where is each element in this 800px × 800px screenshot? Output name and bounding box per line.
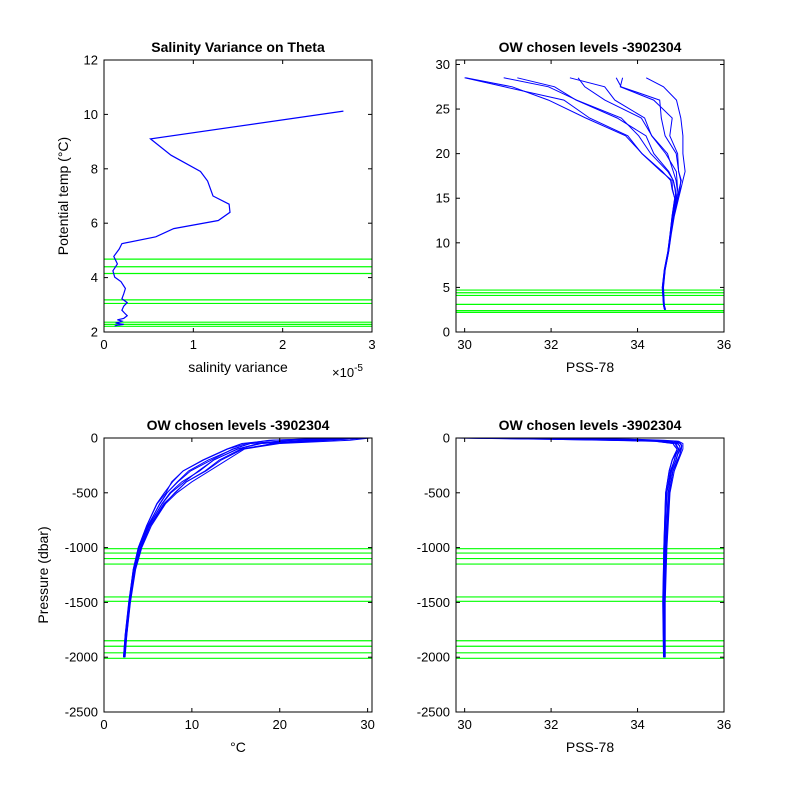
x-tick-label: 30 — [360, 717, 374, 732]
x-exponent-power: -5 — [354, 363, 363, 374]
y-tick-label: -2000 — [65, 650, 98, 665]
x-tick-label: 36 — [717, 337, 731, 352]
x-tick-label: 32 — [544, 337, 558, 352]
chart-panel-3: 0 10 20 30 0 -500 -1000 -1500 -2000 -2500 OW chose… — [35, 417, 375, 755]
y-axis-label: Potential temp (°C) — [55, 137, 71, 255]
x-axis-label: °C — [230, 739, 246, 755]
y-tick-label: 0 — [91, 431, 98, 446]
profile-line — [507, 438, 684, 658]
profile-line — [124, 438, 371, 658]
x-tick-label: 34 — [630, 337, 644, 352]
series-line — [112, 110, 344, 327]
chart-panel-2: 30 32 34 36 0 5 10 15 20 25 30 OW chosen levels -39… — [436, 39, 732, 375]
y-tick-label: 15 — [436, 191, 450, 206]
plot-area — [456, 77, 724, 313]
y-tick-label: 6 — [91, 216, 98, 231]
plot-area — [104, 110, 372, 327]
y-tick-label: 8 — [91, 161, 98, 176]
y-tick-label: 2 — [91, 325, 98, 340]
axes-box — [103, 59, 373, 333]
profile-line — [645, 77, 686, 310]
y-tick-label: -2500 — [65, 705, 98, 720]
plot-area — [104, 438, 372, 659]
x-tick-label: 0 — [100, 717, 107, 732]
x-axis-label: PSS-78 — [566, 359, 614, 375]
y-tick-label: 12 — [84, 53, 98, 68]
y-axis-label: Pressure (dbar) — [35, 526, 51, 623]
x-tick-label: 2 — [279, 337, 286, 352]
chart-title: OW chosen levels -3902304 — [147, 417, 330, 433]
x-tick-label: 32 — [544, 717, 558, 732]
y-tick-label: -2500 — [417, 705, 450, 720]
x-tick-label: 30 — [457, 337, 471, 352]
y-tick-label: -2000 — [417, 650, 450, 665]
x-tick-label: 20 — [273, 717, 287, 732]
x-tick-label: 34 — [630, 717, 644, 732]
y-tick-label: 10 — [436, 235, 450, 250]
y-tick-label: -1000 — [417, 540, 450, 555]
x-axis-label: PSS-78 — [566, 739, 614, 755]
x-tick-label: 30 — [457, 717, 471, 732]
axes-box — [455, 437, 725, 713]
y-tick-label: 0 — [443, 431, 450, 446]
axes-box — [455, 59, 725, 333]
chart-panel-4: 30 32 34 36 0 -500 -1000 -1500 -2000 -2500 OW chos… — [417, 417, 731, 755]
y-tick-label: 20 — [436, 146, 450, 161]
x-axis-label: salinity variance — [188, 359, 288, 375]
y-tick-label: -500 — [72, 485, 98, 500]
y-tick-label: 30 — [436, 57, 450, 72]
y-tick-label: -500 — [424, 485, 450, 500]
x-tick-label: 0 — [100, 337, 107, 352]
x-tick-label: 10 — [185, 717, 199, 732]
x-tick-label: 1 — [190, 337, 197, 352]
plot-area — [456, 438, 724, 659]
chart-title: Salinity Variance on Theta — [151, 39, 325, 55]
y-tick-label: 4 — [91, 270, 98, 285]
x-tick-label: 3 — [368, 337, 375, 352]
y-tick-label: -1500 — [65, 595, 98, 610]
chart-title: OW chosen levels -3902304 — [499, 39, 682, 55]
y-tick-label: -1000 — [65, 540, 98, 555]
axes-box — [103, 437, 373, 713]
chart-title: OW chosen levels -3902304 — [499, 417, 682, 433]
y-tick-label: 5 — [443, 280, 450, 295]
y-tick-label: 25 — [436, 102, 450, 117]
x-tick-label: 36 — [717, 717, 731, 732]
y-tick-label: 0 — [443, 325, 450, 340]
y-tick-label: -1500 — [417, 595, 450, 610]
y-tick-label: 10 — [84, 107, 98, 122]
profile-line — [123, 438, 358, 658]
